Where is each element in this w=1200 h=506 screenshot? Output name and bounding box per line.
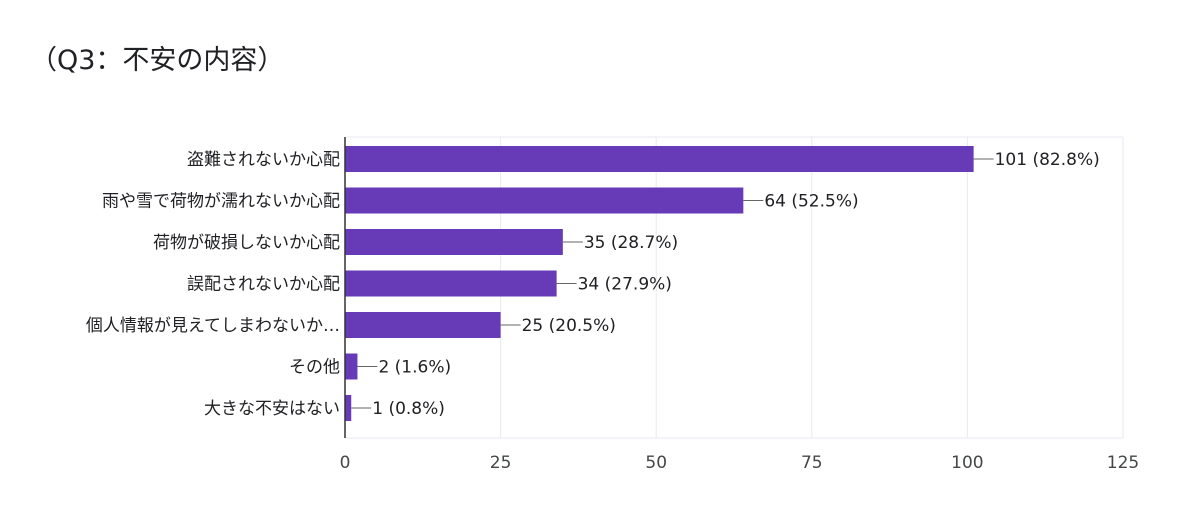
value-label: 2 (1.6%) bbox=[378, 358, 451, 378]
value-label: 34 (27.9%) bbox=[578, 275, 672, 295]
value-label: 64 (52.5%) bbox=[764, 192, 858, 212]
category-labels: 盗難されないか心配雨や雪で荷物が濡れないか心配荷物が破損しないか心配誤配されない… bbox=[86, 150, 340, 419]
bar bbox=[345, 187, 744, 214]
value-label: 25 (20.5%) bbox=[522, 316, 616, 336]
chart-title: （Q3：不安の内容） bbox=[30, 45, 285, 76]
value-connectors bbox=[351, 158, 994, 409]
value-label: 101 (82.8%) bbox=[995, 150, 1100, 170]
x-tick-label: 50 bbox=[645, 453, 667, 473]
bar bbox=[345, 353, 358, 380]
category-label: 荷物が破損しないか心配 bbox=[153, 233, 340, 253]
bar bbox=[345, 270, 557, 297]
category-label: 盗難されないか心配 bbox=[187, 150, 340, 170]
x-tick-label: 25 bbox=[490, 453, 512, 473]
value-label: 35 (28.7%) bbox=[584, 233, 678, 253]
bar bbox=[345, 146, 974, 172]
category-label: 個人情報が見えてしまわないか… bbox=[86, 316, 340, 336]
x-tick-label: 125 bbox=[1107, 453, 1139, 473]
category-label: その他 bbox=[289, 358, 340, 378]
bar bbox=[345, 312, 501, 338]
value-label: 1 (0.8%) bbox=[372, 399, 445, 419]
bar bbox=[345, 395, 352, 421]
x-tick-labels: 0 25 50 75 100 125 bbox=[340, 453, 1140, 473]
x-tick-label: 100 bbox=[951, 453, 983, 473]
category-label: 大きな不安はない bbox=[204, 399, 340, 419]
bars bbox=[345, 146, 974, 421]
category-label: 雨や雪で荷物が濡れないか心配 bbox=[102, 192, 340, 212]
x-tick-label: 75 bbox=[801, 453, 823, 473]
category-label: 誤配されないか心配 bbox=[187, 275, 340, 295]
bar bbox=[345, 229, 563, 255]
value-labels: 101 (82.8%) 64 (52.5%) 35 (28.7%) 34 (27.9%… bbox=[372, 150, 1100, 419]
x-tick-label: 0 bbox=[340, 453, 351, 473]
